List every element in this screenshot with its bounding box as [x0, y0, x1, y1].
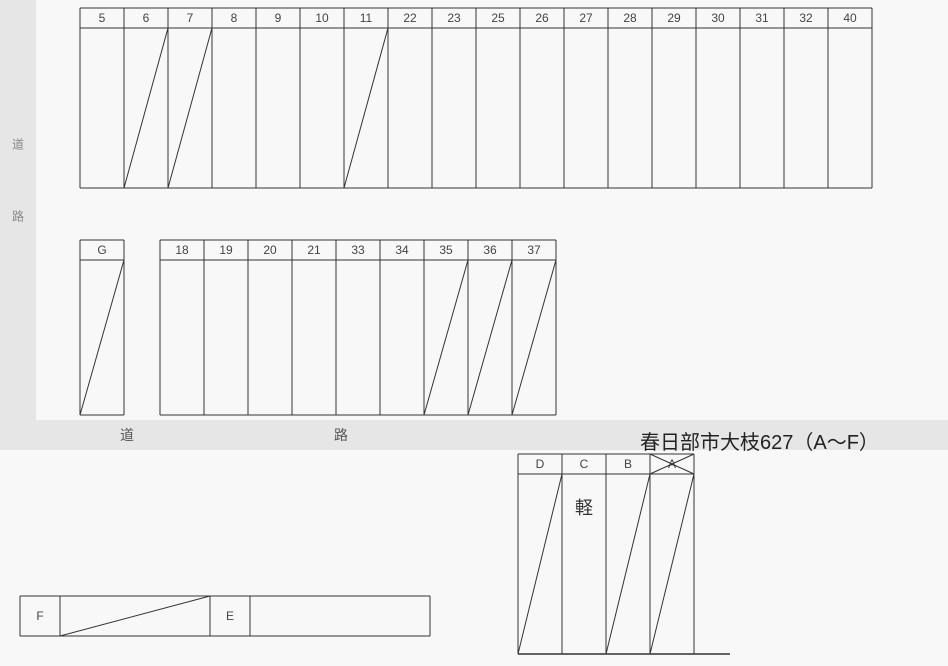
- svg-text:22: 22: [403, 11, 417, 25]
- svg-text:36: 36: [483, 243, 497, 257]
- svg-text:19: 19: [219, 243, 233, 257]
- svg-text:25: 25: [491, 11, 505, 25]
- svg-text:31: 31: [755, 11, 769, 25]
- svg-text:F: F: [36, 609, 43, 623]
- svg-text:5: 5: [99, 11, 106, 25]
- svg-text:37: 37: [527, 243, 541, 257]
- svg-text:E: E: [226, 609, 234, 623]
- svg-text:34: 34: [395, 243, 409, 257]
- svg-text:23: 23: [447, 11, 461, 25]
- svg-text:35: 35: [439, 243, 453, 257]
- svg-text:18: 18: [175, 243, 189, 257]
- svg-text:40: 40: [843, 11, 857, 25]
- svg-text:B: B: [624, 457, 632, 471]
- svg-text:8: 8: [231, 11, 238, 25]
- svg-text:9: 9: [275, 11, 282, 25]
- svg-text:軽: 軽: [575, 498, 593, 518]
- svg-text:G: G: [97, 243, 106, 257]
- svg-text:30: 30: [711, 11, 725, 25]
- svg-text:11: 11: [360, 11, 373, 25]
- svg-text:33: 33: [351, 243, 365, 257]
- svg-text:26: 26: [535, 11, 549, 25]
- svg-text:7: 7: [187, 11, 194, 25]
- svg-text:20: 20: [263, 243, 277, 257]
- svg-text:6: 6: [143, 11, 150, 25]
- svg-text:28: 28: [623, 11, 637, 25]
- svg-text:21: 21: [307, 243, 321, 257]
- svg-text:C: C: [580, 457, 589, 471]
- svg-text:D: D: [536, 457, 545, 471]
- svg-text:29: 29: [667, 11, 681, 25]
- svg-text:10: 10: [315, 11, 329, 25]
- svg-text:27: 27: [579, 11, 593, 25]
- parking-diagram: 5 6 7 8 9 10 11 22 23 25 26 27 28 29 30 31 32 40 G 18 19 20 21…: [0, 0, 948, 666]
- svg-text:32: 32: [799, 11, 813, 25]
